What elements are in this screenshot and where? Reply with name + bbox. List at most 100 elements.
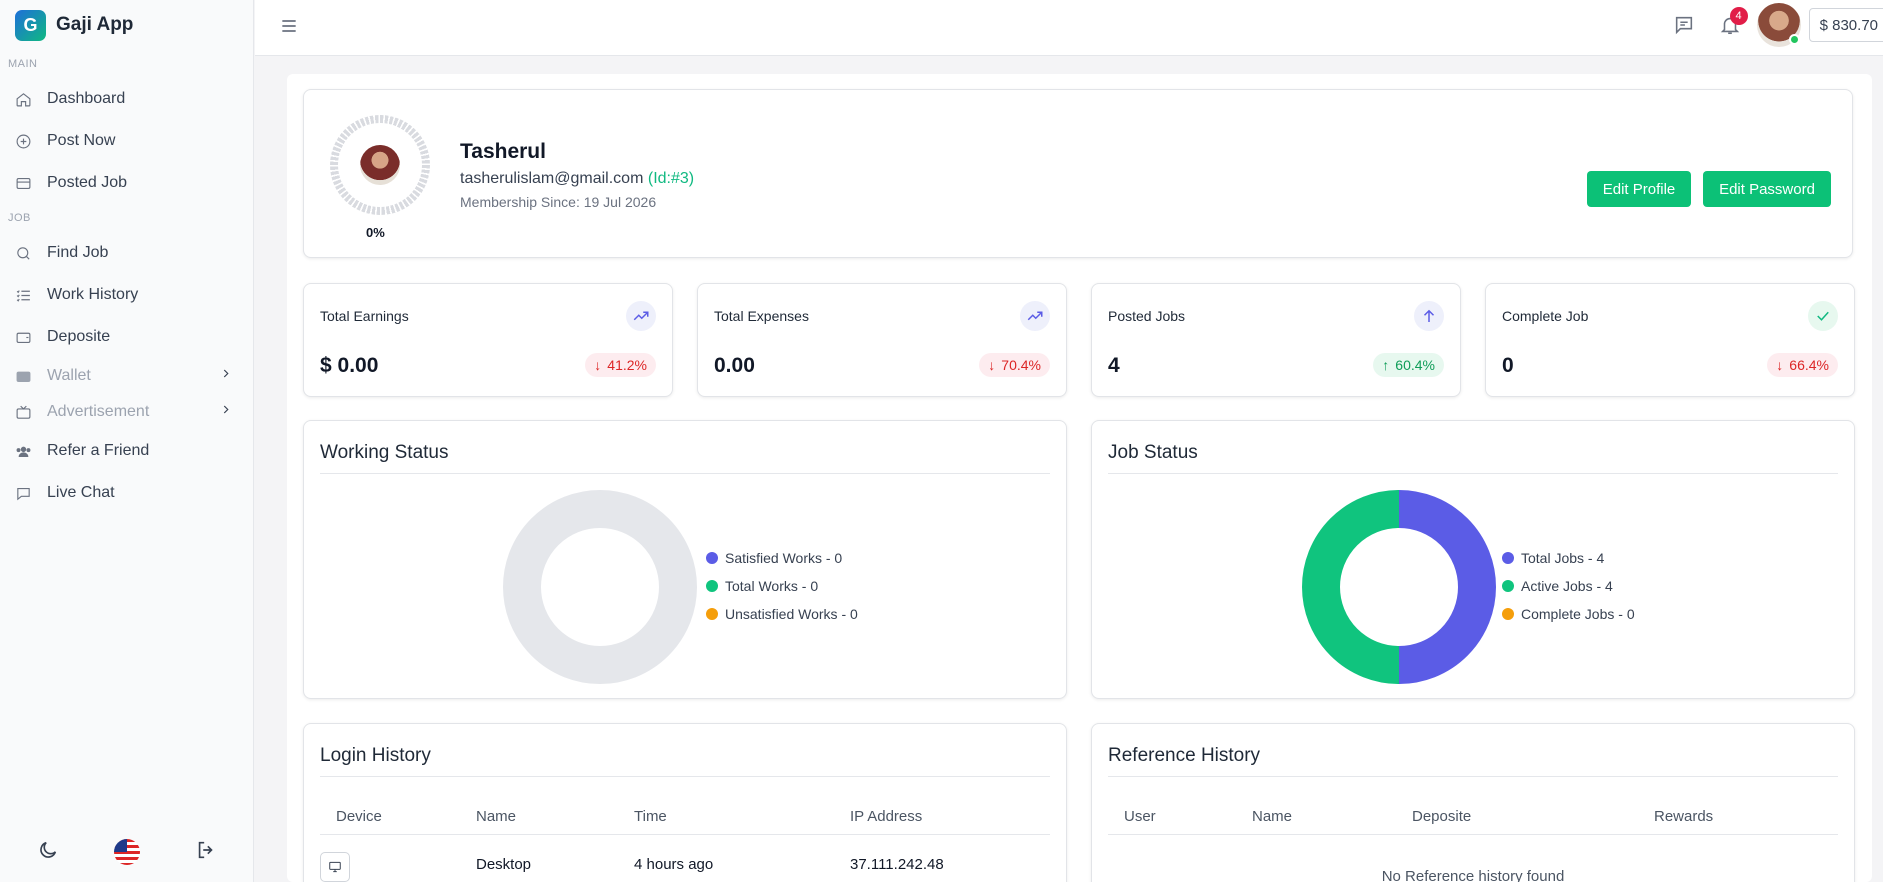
legend-label: Complete Jobs - 0 xyxy=(1521,606,1635,622)
logout-icon[interactable] xyxy=(195,839,217,866)
chat-icon xyxy=(14,484,32,502)
divider xyxy=(320,473,1050,474)
arrow-up-icon xyxy=(1414,301,1444,331)
sidebar-item-find-job[interactable]: Find Job xyxy=(0,232,253,274)
sidebar-item-deposite[interactable]: Deposite xyxy=(0,316,253,358)
panel-title: Working Status xyxy=(320,442,449,463)
profile-completion-label: 0% xyxy=(366,225,385,240)
legend-dot xyxy=(1502,608,1514,620)
stat-delta-value: 70.4% xyxy=(1001,357,1041,373)
legend-label: Total Works - 0 xyxy=(725,578,819,594)
brand[interactable]: G Gaji App xyxy=(0,0,253,50)
sidebar-item-dashboard[interactable]: Dashboard xyxy=(0,78,253,120)
legend-label: Active Jobs - 4 xyxy=(1521,578,1613,594)
profile-card: 0% Tasherul tasherulislam@gmail.com (Id:… xyxy=(303,89,1853,258)
empty-state-message: No Reference history found xyxy=(1381,868,1565,882)
balance-display[interactable]: $ 830.70 xyxy=(1808,8,1883,42)
main-content: 0% Tasherul tasherulislam@gmail.com (Id:… xyxy=(287,74,1872,882)
messages-icon[interactable] xyxy=(1661,2,1707,48)
divider xyxy=(1108,834,1838,835)
sidebar-item-label: Refer a Friend xyxy=(47,442,150,459)
stat-title: Complete Job xyxy=(1502,308,1589,324)
chevron-right-icon xyxy=(219,367,233,386)
online-status-dot xyxy=(1788,34,1800,45)
table-cell: 37.111.242.48 xyxy=(850,856,944,873)
app-logo-icon: G xyxy=(15,9,46,41)
stat-delta-value: 60.4% xyxy=(1395,357,1435,373)
profile-name: Tasherul xyxy=(460,140,546,163)
legend-dot xyxy=(1502,580,1514,592)
legend-item[interactable]: Total Works - 0 xyxy=(706,572,858,600)
legend-dot xyxy=(706,552,718,564)
stat-card-total-earnings: Total Earnings $ 0.00 ↓ 41.2% xyxy=(303,283,673,397)
app-name: Gaji App xyxy=(56,14,134,35)
sidebar-item-post-now[interactable]: Post Now xyxy=(0,120,253,162)
stat-title: Posted Jobs xyxy=(1108,308,1186,324)
notifications-bell-icon[interactable]: 4 xyxy=(1707,2,1753,48)
edit-password-button[interactable]: Edit Password xyxy=(1703,171,1831,207)
us-flag-icon[interactable] xyxy=(113,839,140,865)
stat-delta-value: 66.4% xyxy=(1789,357,1829,373)
chevron-right-icon xyxy=(219,403,233,422)
legend-label: Satisfied Works - 0 xyxy=(725,550,843,566)
profile-email-line: tasherulislam@gmail.com (Id:#3) xyxy=(460,170,694,188)
user-avatar[interactable] xyxy=(1756,3,1801,47)
edit-profile-button[interactable]: Edit Profile xyxy=(1587,171,1691,207)
stat-delta: ↓ 41.2% xyxy=(585,353,656,377)
job-status-legend: Total Jobs - 4 Active Jobs - 4 Complete … xyxy=(1502,544,1635,628)
sidebar-item-advertisement[interactable]: Advertisement xyxy=(0,394,253,430)
users-icon xyxy=(14,442,32,460)
stat-title: Total Expenses xyxy=(714,308,809,324)
stat-delta: ↑ 60.4% xyxy=(1373,353,1444,377)
profile-completion-ring xyxy=(330,115,430,215)
sidebar-item-label: Work History xyxy=(47,286,139,303)
arrow-down-icon: ↓ xyxy=(594,357,602,373)
sidebar-item-live-chat[interactable]: Live Chat xyxy=(0,472,253,514)
legend-label: Unsatisfied Works - 0 xyxy=(725,606,858,622)
sidebar-item-label: Posted Job xyxy=(47,174,128,191)
legend-item[interactable]: Unsatisfied Works - 0 xyxy=(706,600,858,628)
reference-history-panel: Reference History User Name Deposite Rew… xyxy=(1091,723,1855,882)
trending-up-icon xyxy=(1020,301,1050,331)
trending-up-icon xyxy=(626,301,656,331)
legend-item[interactable]: Active Jobs - 4 xyxy=(1502,572,1635,600)
sidebar-footer xyxy=(0,822,254,882)
column-header: Device xyxy=(336,808,382,825)
search-icon xyxy=(14,244,32,262)
panel-title: Login History xyxy=(320,745,431,766)
legend-dot xyxy=(706,580,718,592)
plus-circle-icon xyxy=(14,132,32,150)
arrow-down-icon: ↓ xyxy=(1776,357,1784,373)
legend-item[interactable]: Satisfied Works - 0 xyxy=(706,544,858,572)
column-header: Name xyxy=(1252,808,1293,825)
sidebar-item-label: Deposite xyxy=(47,328,111,345)
stat-title: Total Earnings xyxy=(320,308,409,324)
job-status-donut xyxy=(1302,490,1496,684)
sidebar-item-work-history[interactable]: Work History xyxy=(0,274,253,316)
sidebar-item-refer-a-friend[interactable]: Refer a Friend xyxy=(0,430,253,472)
tv-icon xyxy=(14,403,32,421)
table-cell: Desktop xyxy=(476,856,532,873)
hamburger-menu-icon[interactable] xyxy=(279,16,299,41)
donut-slice-total-jobs[interactable] xyxy=(1398,490,1496,684)
login-history-panel: Login History Device Name Time IP Addres… xyxy=(303,723,1067,882)
legend-item[interactable]: Complete Jobs - 0 xyxy=(1502,600,1635,628)
legend-dot xyxy=(706,608,718,620)
job-status-panel: Job Status Total Jobs - 4 Active Jobs - … xyxy=(1091,420,1855,699)
column-header: Deposite xyxy=(1412,808,1472,825)
sidebar-item-wallet[interactable]: Wallet xyxy=(0,358,253,394)
donut-empty-ring xyxy=(503,490,697,684)
section-label-job: JOB xyxy=(8,212,31,224)
wallet-icon xyxy=(14,328,32,346)
column-header: Time xyxy=(634,808,667,825)
legend-item[interactable]: Total Jobs - 4 xyxy=(1502,544,1635,572)
divider xyxy=(320,776,1050,777)
donut-slice-active-jobs[interactable] xyxy=(1302,490,1400,684)
divider xyxy=(320,834,1050,835)
column-header: Name xyxy=(476,808,517,825)
moon-icon[interactable] xyxy=(37,839,59,866)
divider xyxy=(1108,776,1838,777)
sidebar-item-posted-job[interactable]: Posted Job xyxy=(0,162,253,204)
legend-dot xyxy=(1502,552,1514,564)
sidebar-item-label: Dashboard xyxy=(47,90,126,107)
